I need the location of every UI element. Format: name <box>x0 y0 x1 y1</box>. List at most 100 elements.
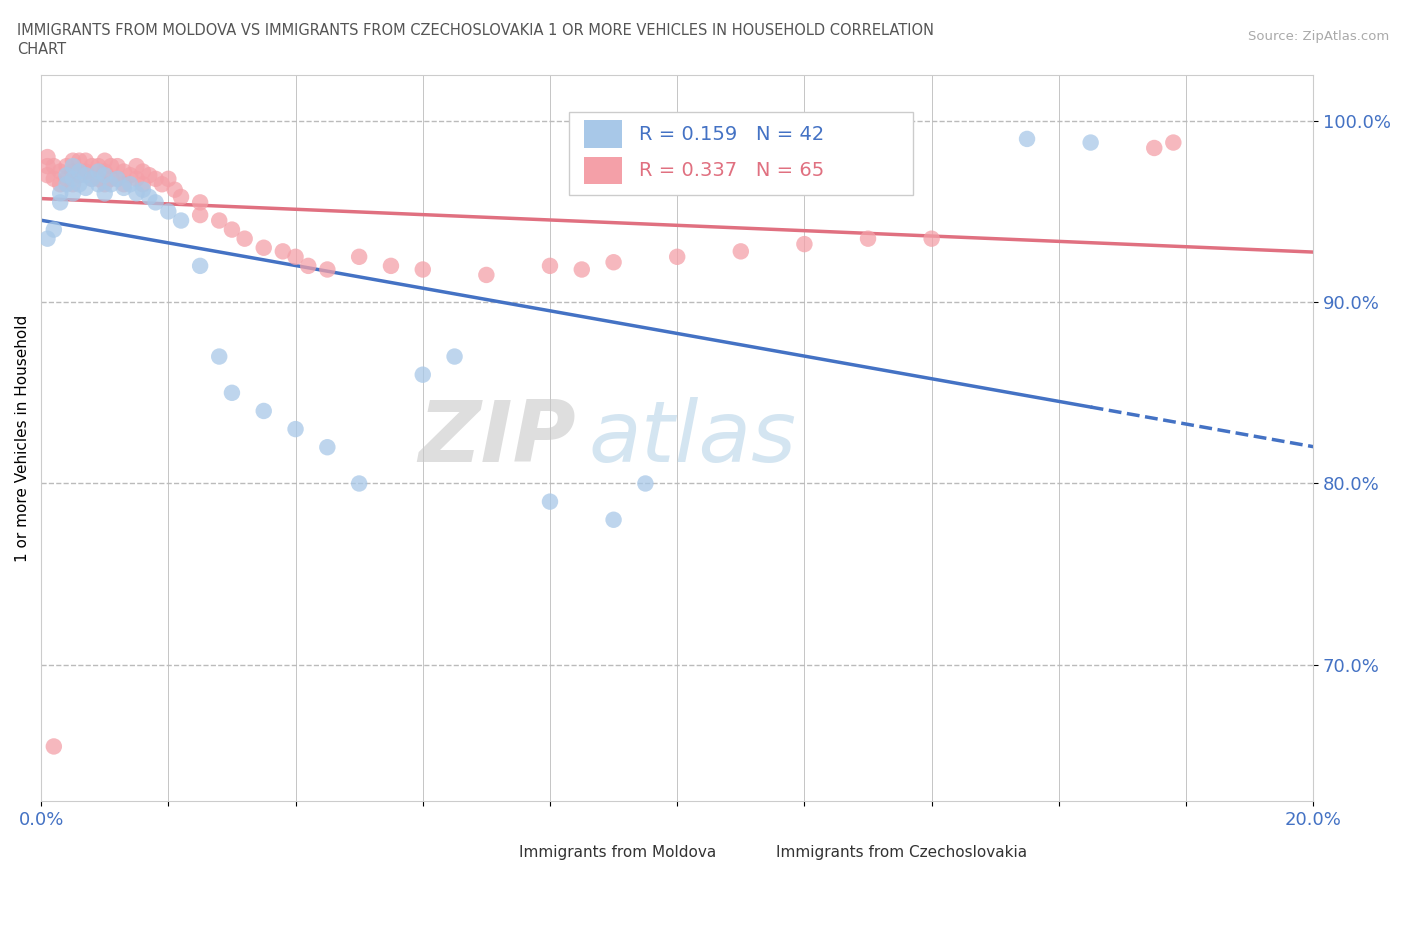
Point <box>112 177 135 192</box>
Point <box>208 349 231 364</box>
Point <box>125 159 148 174</box>
FancyBboxPatch shape <box>479 842 510 863</box>
Point <box>412 367 434 382</box>
Point <box>730 244 752 259</box>
Point <box>75 180 97 195</box>
Point <box>132 182 155 197</box>
Point <box>100 177 122 192</box>
Y-axis label: 1 or more Vehicles in Household: 1 or more Vehicles in Household <box>15 314 30 562</box>
Point <box>921 232 943 246</box>
Point <box>120 167 142 182</box>
Point <box>145 171 167 186</box>
Point <box>80 159 103 174</box>
Point <box>443 349 465 364</box>
Point <box>132 177 155 192</box>
Point <box>49 186 72 201</box>
Point <box>62 171 84 186</box>
Point <box>87 164 110 179</box>
Text: Immigrants from Moldova: Immigrants from Moldova <box>519 844 717 860</box>
Point <box>93 177 115 192</box>
Point <box>132 164 155 179</box>
Point <box>55 159 77 174</box>
FancyBboxPatch shape <box>734 842 765 863</box>
Point <box>55 171 77 186</box>
Point <box>856 232 879 246</box>
Point <box>634 476 657 491</box>
Point <box>125 186 148 201</box>
Point <box>170 190 193 205</box>
Point <box>93 167 115 182</box>
Point <box>284 249 307 264</box>
Point <box>75 153 97 168</box>
Point <box>538 494 561 509</box>
Point <box>138 190 160 205</box>
Point <box>316 440 339 455</box>
Point <box>93 164 115 179</box>
Point <box>42 171 65 186</box>
Point <box>157 171 180 186</box>
Point <box>145 195 167 210</box>
FancyBboxPatch shape <box>585 156 623 184</box>
Point <box>62 186 84 201</box>
Point <box>412 262 434 277</box>
Point <box>62 164 84 179</box>
Point <box>1143 140 1166 155</box>
Point <box>80 171 103 186</box>
Point <box>602 512 624 527</box>
Point <box>188 207 211 222</box>
Point <box>208 213 231 228</box>
Point <box>93 153 115 168</box>
Point <box>42 159 65 174</box>
Point <box>107 171 129 186</box>
Point <box>284 421 307 436</box>
Text: atlas: atlas <box>588 397 796 480</box>
Point <box>100 159 122 174</box>
Text: CHART: CHART <box>17 42 66 57</box>
Point <box>793 236 815 251</box>
Point <box>87 159 110 174</box>
Point <box>62 159 84 174</box>
Point <box>316 262 339 277</box>
Point <box>157 204 180 219</box>
Point <box>602 255 624 270</box>
Point <box>1163 135 1185 150</box>
Point <box>67 177 90 192</box>
Point <box>221 222 243 237</box>
Point <box>87 171 110 186</box>
Point <box>62 177 84 192</box>
Point <box>253 404 276 418</box>
Point <box>80 171 103 186</box>
Point <box>75 167 97 182</box>
Point <box>49 177 72 192</box>
Point <box>188 259 211 273</box>
Point <box>271 244 294 259</box>
Text: R = 0.337   N = 65: R = 0.337 N = 65 <box>640 161 824 180</box>
Point <box>163 182 186 197</box>
Point <box>42 222 65 237</box>
Point <box>37 167 59 182</box>
Point <box>138 167 160 182</box>
Text: R = 0.159   N = 42: R = 0.159 N = 42 <box>640 125 824 144</box>
Point <box>347 249 370 264</box>
Text: Immigrants from Czechoslovakia: Immigrants from Czechoslovakia <box>776 844 1028 860</box>
Point <box>1080 135 1102 150</box>
Point <box>112 180 135 195</box>
FancyBboxPatch shape <box>569 112 912 195</box>
Point <box>475 268 498 283</box>
Point <box>107 171 129 186</box>
Point <box>37 232 59 246</box>
Point <box>347 476 370 491</box>
Point <box>150 177 173 192</box>
Point <box>666 249 689 264</box>
Point <box>253 240 276 255</box>
Point <box>67 167 90 182</box>
Point <box>42 739 65 754</box>
Point <box>37 159 59 174</box>
Point <box>297 259 319 273</box>
Text: Source: ZipAtlas.com: Source: ZipAtlas.com <box>1249 30 1389 43</box>
Point <box>55 177 77 192</box>
Point <box>107 159 129 174</box>
Point <box>188 195 211 210</box>
FancyBboxPatch shape <box>585 120 623 148</box>
Point <box>55 167 77 182</box>
